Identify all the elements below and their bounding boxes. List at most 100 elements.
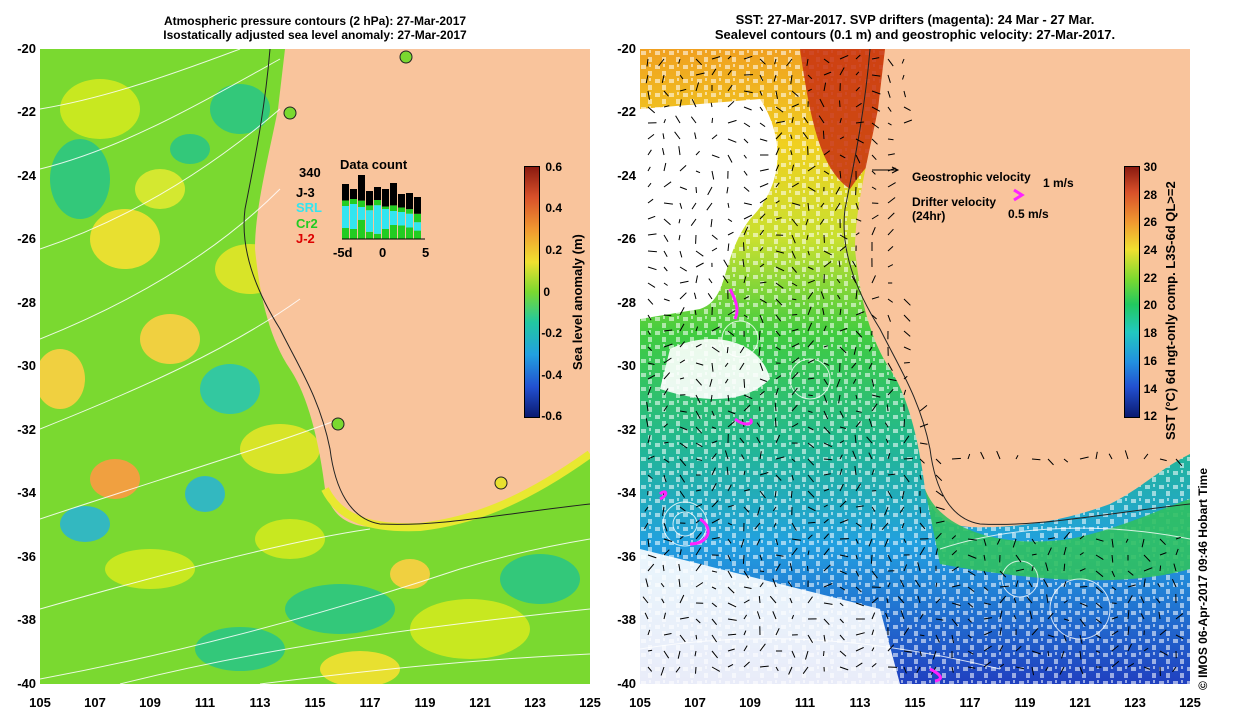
- data-count-histogram: [342, 175, 421, 239]
- velocity-arrow: [743, 296, 750, 300]
- velocity-arrow: [871, 378, 875, 387]
- velocity-arrow: [647, 106, 656, 114]
- velocity-arrow: [663, 388, 669, 396]
- velocity-arrow: [695, 378, 702, 386]
- velocity-arrow: [1141, 538, 1145, 548]
- velocity-arrow: [663, 162, 667, 172]
- velocity-arrow: [679, 536, 684, 540]
- velocity-arrow: [871, 275, 876, 284]
- velocity-arrow: [839, 440, 845, 444]
- velocity-arrow: [839, 170, 842, 179]
- velocity-arrow: [852, 260, 857, 268]
- velocity-arrow: [711, 483, 717, 492]
- velocity-arrow: [1063, 600, 1068, 604]
- velocity-arrow: [694, 310, 697, 316]
- velocity-arrow: [679, 88, 687, 92]
- velocity-arrow: [807, 322, 813, 332]
- velocity-arrow: [759, 122, 766, 128]
- southern-green-band: [925, 489, 1190, 581]
- velocity-arrow: [1095, 650, 1100, 653]
- velocity-arrow: [660, 666, 665, 676]
- velocity-arrow: [903, 314, 911, 322]
- velocity-arrow: [679, 506, 686, 512]
- velocity-arrow: [775, 132, 783, 140]
- velocity-arrow: [1095, 618, 1102, 624]
- velocity-arrow: [914, 579, 921, 588]
- velocity-arrow: [786, 58, 793, 67]
- velocity-arrow: [839, 308, 842, 316]
- velocity-arrow: [903, 538, 907, 543]
- velocity-arrow: [935, 618, 944, 621]
- velocity-arrow: [679, 307, 685, 316]
- velocity-arrow: [839, 136, 845, 140]
- velocity-arrow: [871, 170, 876, 175]
- x-tick: 123: [524, 695, 546, 710]
- x-tick: 111: [794, 695, 816, 710]
- velocity-arrow: [871, 57, 880, 60]
- velocity-arrow: [791, 422, 799, 428]
- velocity-arrow: [886, 598, 889, 604]
- velocity-arrow: [855, 232, 860, 236]
- velocity-arrow: [903, 457, 914, 460]
- velocity-arrow: [819, 98, 825, 108]
- velocity-arrow: [663, 372, 671, 380]
- velocity-arrow: [823, 345, 828, 348]
- velocity-arrow: [663, 202, 673, 205]
- data-count-bar-segment: [390, 211, 397, 225]
- velocity-arrow: [1175, 634, 1184, 640]
- velocity-arrow: [855, 570, 860, 577]
- velocity-arrow: [1079, 602, 1088, 607]
- velocity-arrow: [823, 394, 828, 403]
- velocity-arrow: [724, 362, 729, 368]
- left-title-line1: Atmospheric pressure contours (2 hPa): 2…: [163, 14, 467, 28]
- velocity-arrow: [1047, 634, 1055, 638]
- velocity-arrow: [759, 451, 762, 460]
- velocity-arrow: [727, 330, 735, 336]
- velocity-arrow: [663, 405, 668, 412]
- velocity-arrow: [775, 434, 781, 444]
- velocity-arrow: [759, 378, 767, 382]
- velocity-arrow: [759, 570, 765, 572]
- velocity-arrow: [727, 554, 732, 562]
- y-tick: -28: [17, 295, 36, 310]
- velocity-arrow: [887, 228, 894, 236]
- velocity-arrow: [695, 458, 703, 461]
- velocity-arrow: [823, 458, 832, 461]
- velocity-arrow: [1143, 453, 1149, 460]
- velocity-arrow: [772, 506, 777, 512]
- velocity-arrow: [823, 473, 831, 476]
- velocity-arrow: [727, 119, 737, 124]
- velocity-arrow: [807, 186, 816, 192]
- velocity-arrow: [743, 586, 752, 589]
- velocity-arrow: [775, 106, 784, 113]
- velocity-arrow: [820, 291, 825, 300]
- velocity-arrow: [951, 618, 958, 627]
- velocity-arrow: [647, 233, 657, 236]
- velocity-arrow: [679, 616, 689, 620]
- y-tick: -30: [617, 358, 636, 373]
- velocity-arrow: [868, 538, 873, 547]
- velocity-arrow: [1127, 643, 1133, 652]
- velocity-arrow: [759, 643, 766, 652]
- velocity-arrow: [1175, 613, 1184, 620]
- velocity-arrow: [887, 197, 896, 204]
- velocity-arrow: [1015, 554, 1022, 563]
- velocity-arrow: [919, 650, 922, 657]
- velocity-arrow: [791, 474, 794, 481]
- velocity-arrow: [663, 181, 672, 188]
- velocity-arrow: [647, 563, 655, 572]
- velocity-arrow: [695, 410, 701, 420]
- velocity-arrow: [983, 645, 992, 652]
- velocity-arrow: [1047, 547, 1052, 556]
- velocity-arrow: [759, 298, 767, 304]
- data-count-bar-segment: [406, 209, 413, 214]
- velocity-arrow: [775, 554, 784, 557]
- velocity-arrow: [823, 325, 827, 332]
- velocity-arrow: [663, 266, 668, 272]
- velocity-arrow: [772, 578, 777, 588]
- velocity-arrow: [807, 565, 809, 572]
- sst-tick: 12: [1143, 409, 1157, 423]
- velocity-arrow: [759, 183, 769, 188]
- sla-tick: 0: [543, 285, 550, 299]
- velocity-arrow: [836, 378, 841, 388]
